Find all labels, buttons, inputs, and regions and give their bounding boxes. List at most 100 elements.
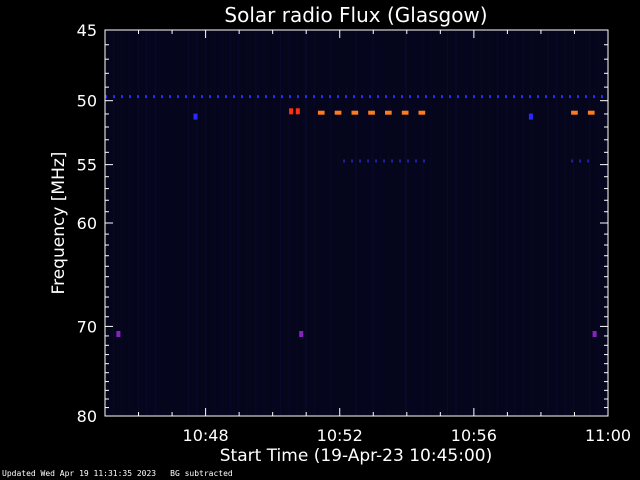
noise-streak	[346, 30, 348, 416]
noise-streak	[522, 30, 524, 416]
noise-streak	[489, 30, 490, 416]
noise-streak	[564, 30, 566, 416]
noise-streak	[254, 30, 256, 416]
noise-streak	[305, 30, 307, 416]
emission-features	[105, 95, 608, 337]
noise-streak	[355, 30, 357, 416]
x-axis-ticks: 10:48 10:52 10:56 11:00	[104, 30, 631, 445]
burst-segment	[418, 110, 426, 115]
noise-streak	[280, 30, 282, 416]
noise-streak	[497, 30, 499, 416]
noise-streak	[414, 30, 416, 416]
noise-streak	[137, 30, 139, 416]
x-tick-label: 11:00	[585, 426, 631, 445]
y-tick-label: 55	[77, 156, 97, 175]
noise-streak	[163, 30, 165, 416]
noise-streak	[597, 30, 599, 416]
y-axis-label: Frequency [MHz]	[49, 152, 69, 295]
noise-streak	[129, 30, 131, 416]
noise-streak	[589, 30, 591, 416]
noise-streak	[405, 30, 406, 416]
noise-streak	[396, 30, 398, 416]
emission-point	[116, 331, 121, 337]
y-tick-label: 80	[77, 407, 97, 426]
noise-streak	[171, 30, 173, 416]
noise-streak	[406, 30, 407, 416]
noise-streak	[229, 30, 231, 416]
burst-segment	[368, 110, 375, 115]
noise-streak	[480, 30, 482, 416]
noise-streak	[196, 30, 198, 416]
noise-streak	[121, 30, 123, 416]
burst-segment	[351, 110, 359, 115]
emission-point	[592, 331, 597, 337]
noise-streak	[221, 30, 223, 416]
noise-streak	[422, 30, 424, 416]
noise-streak	[354, 30, 356, 416]
x-tick-label: 10:56	[451, 426, 497, 445]
noise-streak	[581, 30, 583, 416]
emission-point	[289, 108, 294, 115]
emission-point	[299, 331, 304, 337]
y-tick-label: 45	[77, 21, 97, 40]
burst-segment	[317, 110, 325, 115]
burst-segment	[587, 110, 595, 115]
noise-streak	[154, 30, 156, 416]
noise-streak	[372, 30, 374, 416]
noise-streak	[430, 30, 432, 416]
y-axis-ticks: 45 50 55 60 70 80	[77, 21, 608, 426]
burst-segment	[401, 110, 409, 115]
noise-streak	[364, 30, 365, 416]
emission-point	[295, 108, 300, 115]
noise-streak	[388, 30, 390, 416]
noise-streak	[456, 30, 458, 416]
noise-streak	[313, 30, 315, 416]
bg-note: BG subtracted	[170, 469, 233, 478]
noise-streak	[330, 30, 332, 416]
noise-streak	[146, 30, 147, 416]
noise-streak	[304, 30, 306, 416]
noise-streak	[213, 30, 215, 416]
emission-point	[528, 113, 533, 120]
chart-title: Solar radio Flux (Glasgow)	[224, 3, 487, 27]
noise-streak	[288, 30, 290, 416]
noise-streak	[472, 30, 474, 416]
noise-streak	[204, 30, 206, 416]
noise-streak	[155, 30, 157, 416]
x-tick-label: 10:52	[317, 426, 363, 445]
footer: Updated Wed Apr 19 11:31:35 2023 BG subtr…	[2, 469, 247, 478]
noise-streak	[296, 30, 298, 416]
y-tick-label: 60	[77, 214, 97, 233]
y-tick-label: 50	[77, 92, 97, 111]
burst-segment	[334, 110, 342, 115]
y-tick-label: 70	[77, 317, 97, 336]
noise-streak	[271, 30, 273, 416]
burst-segment	[385, 110, 392, 115]
x-axis-label: Start Time (19-Apr-23 10:45:00)	[220, 446, 492, 466]
noise-streak	[179, 30, 181, 416]
noise-streak	[547, 30, 549, 416]
noise-streak	[464, 30, 466, 416]
noise-streak	[514, 30, 516, 416]
emission-point	[193, 113, 198, 120]
noise-streak	[506, 30, 508, 416]
noise-streak	[539, 30, 541, 416]
noise-streak	[188, 30, 189, 416]
noise-streak	[530, 30, 532, 416]
noise-streak	[380, 30, 382, 416]
noise-streak	[447, 30, 448, 416]
x-tick-label: 10:48	[183, 426, 229, 445]
burst-segment	[571, 110, 578, 115]
noise-streak	[113, 30, 115, 416]
noise-streak	[205, 30, 207, 416]
noise-streak	[438, 30, 440, 416]
noise-streak	[263, 30, 265, 416]
noise-streak	[338, 30, 340, 416]
noise-streak	[505, 30, 507, 416]
noise-streak	[555, 30, 557, 416]
noise-streak	[556, 30, 558, 416]
noise-streak	[255, 30, 257, 416]
noise-streak	[455, 30, 457, 416]
noise-streak	[238, 30, 240, 416]
